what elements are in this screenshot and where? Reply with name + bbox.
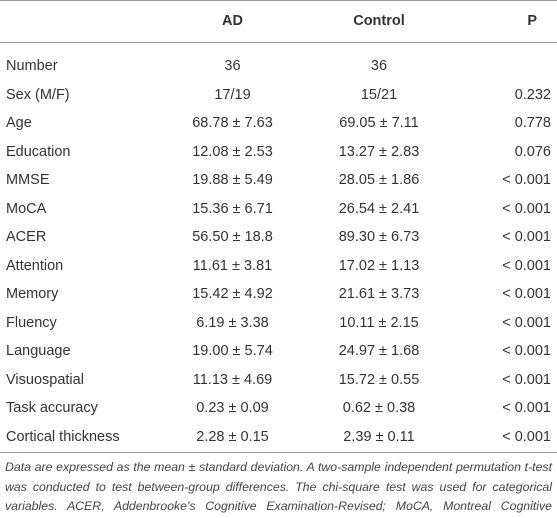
table-cell: 15.36 ± 6.71 xyxy=(192,200,273,217)
table-cell: 26.54 ± 2.41 xyxy=(338,200,420,217)
table-cell: 0.23 ± 0.09 xyxy=(196,400,269,416)
table-row: MoCA 15.36 ± 6.71 26.54 ± 2.41 < 0.001 xyxy=(0,195,557,223)
table-row: MMSE 19.88 ± 5.49 28.05 ± 1.86 < 0.001 xyxy=(0,166,557,194)
table-cell: < 0.001 xyxy=(502,172,551,188)
table-row: Age 68.78 ± 7.63 69.05 ± 7.11 0.778 xyxy=(0,109,557,137)
header-cell: Control xyxy=(353,13,405,29)
table-row: Task accuracy 0.23 ± 0.09 0.62 ± 0.38 < 0.0… xyxy=(0,394,557,422)
row-label: ACER xyxy=(6,229,47,245)
table-cell: 17.02 ± 1.13 xyxy=(338,257,420,274)
table-cell: 19.00 ± 5.74 xyxy=(192,343,273,359)
table-cell: 36 xyxy=(370,58,388,74)
table-cell: 19.88 ± 5.49 xyxy=(192,172,273,188)
row-label: Attention xyxy=(6,257,64,274)
table-cell: 11.61 ± 3.81 xyxy=(192,257,273,274)
table-cell: < 0.001 xyxy=(502,428,551,445)
table-row: Fluency 6.19 ± 3.38 10.11 ± 2.15 < 0.001 xyxy=(0,309,557,337)
table-cell: < 0.001 xyxy=(502,229,551,245)
table-cell: < 0.001 xyxy=(502,371,551,388)
row-label: MoCA xyxy=(6,200,47,217)
table-cell: 2.28 ± 0.15 xyxy=(196,428,269,445)
table-cell: 6.19 ± 3.38 xyxy=(196,314,269,331)
table-cell: 69.05 ± 7.11 xyxy=(339,115,419,131)
table-cell: 11.13 ± 4.69 xyxy=(192,371,273,388)
row-label: MMSE xyxy=(6,172,50,188)
row-label: Fluency xyxy=(6,314,57,331)
table-cell: 28.05 ± 1.86 xyxy=(338,172,420,188)
table-row: Cortical thickness 2.28 ± 0.15 2.39 ± 0.11… xyxy=(0,423,557,451)
table-row: Education 12.08 ± 2.53 13.27 ± 2.83 0.076 xyxy=(0,138,557,166)
table-cell: < 0.001 xyxy=(502,257,551,274)
table-cell: 0.232 xyxy=(514,86,551,103)
table-row: Number 36 36 xyxy=(0,52,557,80)
row-label: Memory xyxy=(6,286,59,302)
table-cell: < 0.001 xyxy=(502,286,551,302)
table-row: Visuospatial 11.13 ± 4.69 15.72 ± 0.55 < 0.… xyxy=(0,366,557,394)
header-row: AD Control P xyxy=(0,0,557,42)
table-cell: 13.27 ± 2.83 xyxy=(338,143,420,160)
table-row: Attention 11.61 ± 3.81 17.02 ± 1.13 < 0.001 xyxy=(0,252,557,280)
table-cell: < 0.001 xyxy=(502,400,551,416)
table-cell: 24.97 ± 1.68 xyxy=(338,343,420,359)
header-cell: P xyxy=(527,13,537,29)
row-label: Task accuracy xyxy=(6,400,98,416)
row-label: Cortical thickness xyxy=(6,428,120,445)
table-cell: < 0.001 xyxy=(502,314,551,331)
row-label: Sex (M/F) xyxy=(6,86,70,103)
table-cell: < 0.001 xyxy=(502,200,551,217)
table-cell: 68.78 ± 7.63 xyxy=(192,115,273,131)
table-cell: < 0.001 xyxy=(502,343,551,359)
table-cell: 15.42 ± 4.92 xyxy=(192,286,273,302)
table-cell: 0.076 xyxy=(514,143,551,160)
row-label: Language xyxy=(6,343,71,359)
footnote: Data are expressed as the mean ± standar… xyxy=(5,460,552,513)
table-cell: 15.72 ± 0.55 xyxy=(338,371,420,388)
bottom-rule xyxy=(0,452,557,453)
row-label: Number xyxy=(6,58,58,74)
table-row: ACER 56.50 ± 18.8 89.30 ± 6.73 < 0.001 xyxy=(0,223,557,251)
table-cell: 0.62 ± 0.38 xyxy=(342,400,416,416)
row-label: Education xyxy=(6,143,71,160)
table-cell: 89.30 ± 6.73 xyxy=(338,229,420,245)
table-cell: 2.39 ± 0.11 xyxy=(343,428,415,445)
table-cell: 10.11 ± 2.15 xyxy=(339,314,419,331)
table-cell: 36 xyxy=(224,58,241,74)
table-cell: 17/19 xyxy=(214,86,251,103)
row-label: Age xyxy=(6,115,32,131)
table-cell: 56.50 ± 18.8 xyxy=(192,229,273,245)
header-cell: AD xyxy=(222,13,243,29)
table-row: Memory 15.42 ± 4.92 21.61 ± 3.73 < 0.001 xyxy=(0,280,557,308)
table-row: Sex (M/F) 17/19 15/21 0.232 xyxy=(0,81,557,109)
table-cell: 12.08 ± 2.53 xyxy=(192,143,273,160)
top-rule xyxy=(0,0,557,1)
header-rule xyxy=(0,42,557,43)
table-row: Language 19.00 ± 5.74 24.97 ± 1.68 < 0.001 xyxy=(0,337,557,365)
table-cell: 21.61 ± 3.73 xyxy=(338,286,420,302)
table-cell: 15/21 xyxy=(360,86,398,103)
row-label: Visuospatial xyxy=(6,371,84,388)
table-cell: 0.778 xyxy=(514,115,551,131)
